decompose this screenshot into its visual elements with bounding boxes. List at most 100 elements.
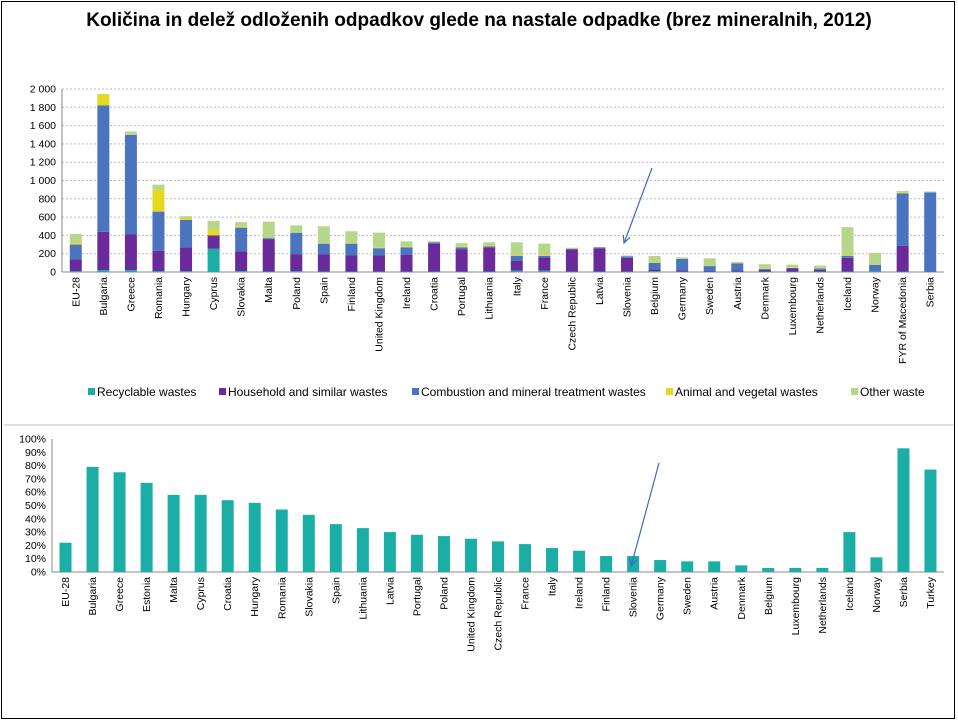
bar-segment [262, 271, 275, 273]
bar [816, 568, 829, 572]
bar-segment [758, 268, 771, 270]
bar-segment [621, 255, 634, 257]
bar-segment [786, 264, 799, 268]
legend-label: Animal and vegetal wastes [675, 385, 818, 399]
bar-segment [235, 226, 248, 228]
bar-segment [69, 259, 82, 272]
bar-segment [483, 247, 496, 272]
bar-segment [372, 271, 385, 273]
bar [924, 469, 937, 572]
bar-segment [538, 243, 551, 256]
bar-segment [869, 271, 882, 272]
bar [546, 548, 559, 572]
bar-segment [400, 247, 413, 255]
y-tick-label: 100% [19, 434, 46, 446]
x-tick-label: Netherlands [817, 577, 829, 634]
bar-segment [924, 271, 937, 273]
bar-segment [207, 220, 220, 230]
bar-segment [372, 255, 385, 272]
y-tick-label: 80% [25, 460, 46, 472]
bar [573, 550, 586, 572]
x-tick-label: France [520, 577, 532, 610]
x-tick-label: Ireland [574, 577, 586, 609]
bar [681, 561, 694, 572]
bar-segment [152, 184, 165, 190]
bar-segment [152, 189, 165, 212]
bar-segment [97, 231, 110, 271]
x-tick-label: Greece [125, 277, 137, 312]
x-tick-label: Lithuania [357, 577, 369, 620]
x-tick-label: Bulgaria [98, 277, 110, 316]
bar-segment [235, 251, 248, 272]
bar [897, 448, 910, 572]
bar-segment [345, 243, 358, 244]
x-tick-label: Italy [547, 576, 559, 596]
bar-segment [317, 271, 330, 273]
bar [113, 472, 126, 572]
legend-swatch [219, 388, 226, 395]
arrow-line [630, 462, 660, 567]
bar-segment [841, 271, 854, 273]
bar-segment [703, 270, 716, 272]
bar-segment [593, 248, 606, 272]
bar-segment [262, 238, 275, 240]
x-tick-label: Italy [511, 276, 523, 296]
y-tick-label: 90% [25, 447, 46, 459]
legend-swatch [88, 388, 95, 395]
bar [843, 532, 856, 572]
bar-segment [290, 232, 303, 255]
bar-segment [400, 271, 413, 273]
x-tick-label: Iceland [844, 577, 856, 611]
bar [356, 528, 369, 572]
bar-segment [896, 191, 909, 193]
bar-segment [565, 248, 578, 250]
x-tick-label: Serbia [898, 577, 910, 608]
bar-segment [69, 271, 82, 272]
x-tick-label: Norway [871, 576, 883, 612]
bar-segment [317, 254, 330, 272]
y-tick-label: 1 600 [30, 120, 56, 132]
bar-segment [593, 247, 606, 249]
bar-segment [841, 227, 854, 256]
bar-segment [455, 247, 468, 250]
bar-segment [813, 271, 826, 273]
y-tick-label: 20% [25, 540, 46, 552]
bar-segment [510, 261, 523, 271]
x-tick-label: Croatia [222, 577, 234, 611]
bar-segment [345, 271, 358, 273]
bar-segment [538, 270, 551, 272]
bar [194, 494, 207, 572]
bar [492, 541, 504, 572]
bar [437, 536, 450, 572]
bar-segment [786, 271, 799, 273]
bar [735, 565, 748, 572]
x-tick-label: Bulgaria [87, 577, 99, 616]
bar-segment [455, 271, 468, 273]
bar-segment [731, 263, 744, 271]
bar-segment [731, 262, 744, 264]
bar-segment [676, 258, 689, 271]
bar-segment [731, 271, 744, 273]
legend-swatch [412, 388, 419, 395]
chart-title: Količina in delež odloženih odpadkov gle… [86, 10, 872, 31]
bar-segment [648, 269, 661, 272]
bar-segment [841, 255, 854, 257]
bar-segment [235, 271, 248, 272]
x-tick-label: United Kingdom [373, 277, 385, 352]
bar-segment [758, 271, 771, 273]
bar-segment [428, 242, 441, 244]
x-tick-label: Austria [732, 277, 744, 310]
bar-segment [290, 271, 303, 272]
bar-segment [510, 270, 523, 272]
y-tick-label: 60% [25, 487, 46, 499]
x-tick-label: Austria [709, 577, 721, 610]
x-tick-label: Ireland [401, 277, 413, 309]
bar-segment [124, 234, 137, 271]
x-tick-label: Croatia [429, 277, 441, 311]
bar-segment [180, 271, 193, 272]
x-tick-label: Romania [276, 577, 288, 619]
bar [410, 534, 423, 572]
bar-segment [372, 232, 385, 248]
bar-segment [676, 258, 689, 259]
